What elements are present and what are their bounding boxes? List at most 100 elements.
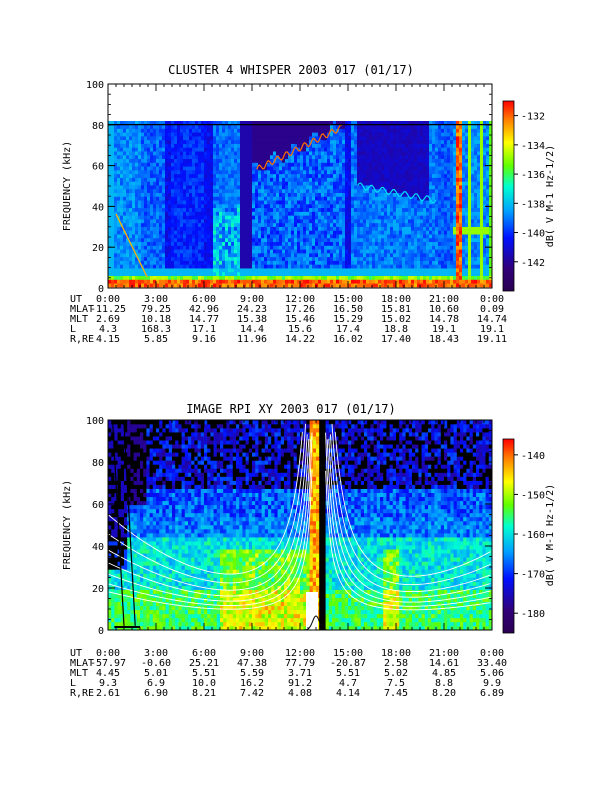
top-cell [291, 260, 295, 265]
top-cell [279, 268, 283, 273]
top-cell [378, 219, 382, 224]
top-cell [222, 121, 226, 126]
top-cell [414, 181, 418, 186]
top-cell [339, 256, 343, 261]
top-cell [351, 245, 355, 250]
top-cell [390, 128, 394, 133]
top-cell [285, 215, 289, 220]
top-cell [141, 222, 145, 227]
top-cell [174, 234, 178, 239]
top-cell [426, 188, 430, 193]
top-cell [345, 124, 349, 129]
top-cell [342, 154, 346, 160]
top-cell [165, 271, 169, 276]
top-cell [381, 143, 385, 148]
top-cell [114, 260, 118, 265]
top-cell [342, 264, 346, 269]
top-cell [186, 128, 190, 133]
top-cell [144, 173, 148, 178]
top-cell [354, 173, 358, 178]
top-cell [417, 166, 421, 171]
top-cell [354, 170, 358, 175]
top-cell [339, 237, 343, 243]
top-cell [159, 256, 163, 261]
top-cell [375, 132, 379, 137]
top-cell [216, 260, 220, 265]
top-cell [438, 234, 442, 239]
top-cell [414, 192, 418, 197]
top-cell [204, 154, 208, 160]
top-cell [180, 162, 184, 167]
top-cell [282, 158, 286, 163]
top-cell [309, 237, 313, 243]
top-cell [321, 200, 325, 205]
top-cell [210, 279, 214, 284]
top-cell [129, 177, 133, 182]
top-cell [213, 283, 217, 288]
top-cell [363, 219, 367, 224]
top-cell [255, 226, 259, 231]
top-cell [297, 158, 301, 163]
top-cell [411, 143, 415, 148]
top-cell [369, 162, 373, 167]
top-cell [360, 177, 364, 182]
top-cell [123, 204, 127, 209]
top-cell [264, 147, 268, 152]
top-cell [432, 158, 436, 163]
top-cell [369, 185, 373, 190]
top-cell [312, 241, 316, 246]
top-cell [444, 177, 448, 182]
top-cell [399, 219, 403, 224]
top-cell [270, 249, 274, 254]
top-cell [246, 139, 250, 144]
top-cell [135, 132, 139, 137]
top-cell [315, 177, 319, 182]
top-cell [342, 128, 346, 133]
top-cell [255, 196, 259, 201]
top-cell [225, 237, 229, 243]
top-cell [393, 158, 397, 163]
top-cell [225, 245, 229, 250]
top-cell [291, 226, 295, 231]
top-cell [249, 139, 253, 144]
top-cell [258, 211, 262, 216]
top-cell [174, 215, 178, 220]
top-cell [219, 154, 223, 160]
top-cell [282, 249, 286, 254]
top-cell [246, 204, 250, 209]
top-cell [216, 230, 220, 235]
top-cell [213, 124, 217, 129]
top-cell [255, 249, 259, 254]
top-cell [345, 192, 349, 197]
top-cell [285, 192, 289, 197]
top-cell [276, 249, 280, 254]
top-cell [288, 162, 292, 167]
top-cell [225, 200, 229, 205]
top-cell [411, 275, 415, 280]
top-cell [177, 139, 181, 144]
top-spectrogram [108, 121, 493, 288]
top-cell [141, 147, 145, 152]
top-cell [162, 226, 166, 231]
top-cell [312, 121, 316, 126]
top-cell [315, 151, 319, 156]
top-cell [321, 271, 325, 276]
top-cell [351, 136, 355, 141]
top-cell [183, 256, 187, 261]
top-cell [354, 230, 358, 235]
top-cell [321, 143, 325, 148]
top-cell [345, 200, 349, 205]
top-cell [438, 158, 442, 163]
top-cell [285, 260, 289, 265]
top-cell [150, 192, 154, 197]
top-cell [399, 275, 403, 280]
top-cell [432, 204, 436, 209]
top-cell [189, 200, 193, 205]
top-cell [324, 230, 328, 235]
top-cell [366, 158, 370, 163]
top-cell [297, 139, 301, 144]
top-cell [276, 143, 280, 148]
top-cell [381, 253, 385, 258]
top-cell [312, 124, 316, 129]
top-cell [429, 264, 433, 269]
